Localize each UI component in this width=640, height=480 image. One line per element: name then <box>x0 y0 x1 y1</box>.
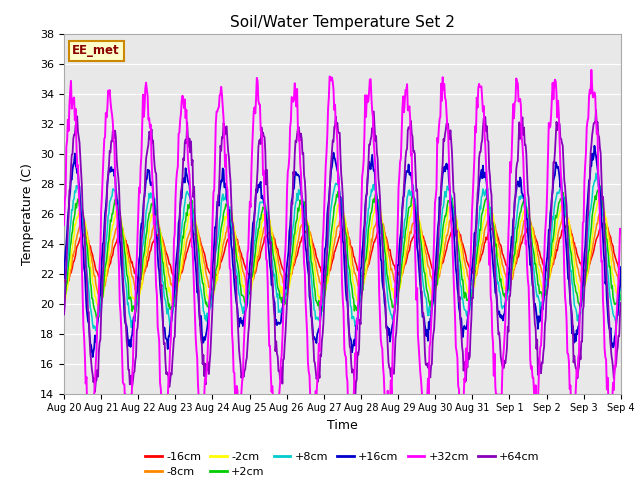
Legend: -16cm, -8cm, -2cm, +2cm, +8cm, +16cm, +32cm, +64cm: -16cm, -8cm, -2cm, +2cm, +8cm, +16cm, +3… <box>141 447 544 480</box>
Title: Soil/Water Temperature Set 2: Soil/Water Temperature Set 2 <box>230 15 455 30</box>
Text: EE_met: EE_met <box>72 44 120 58</box>
X-axis label: Time: Time <box>327 419 358 432</box>
Y-axis label: Temperature (C): Temperature (C) <box>22 163 35 264</box>
